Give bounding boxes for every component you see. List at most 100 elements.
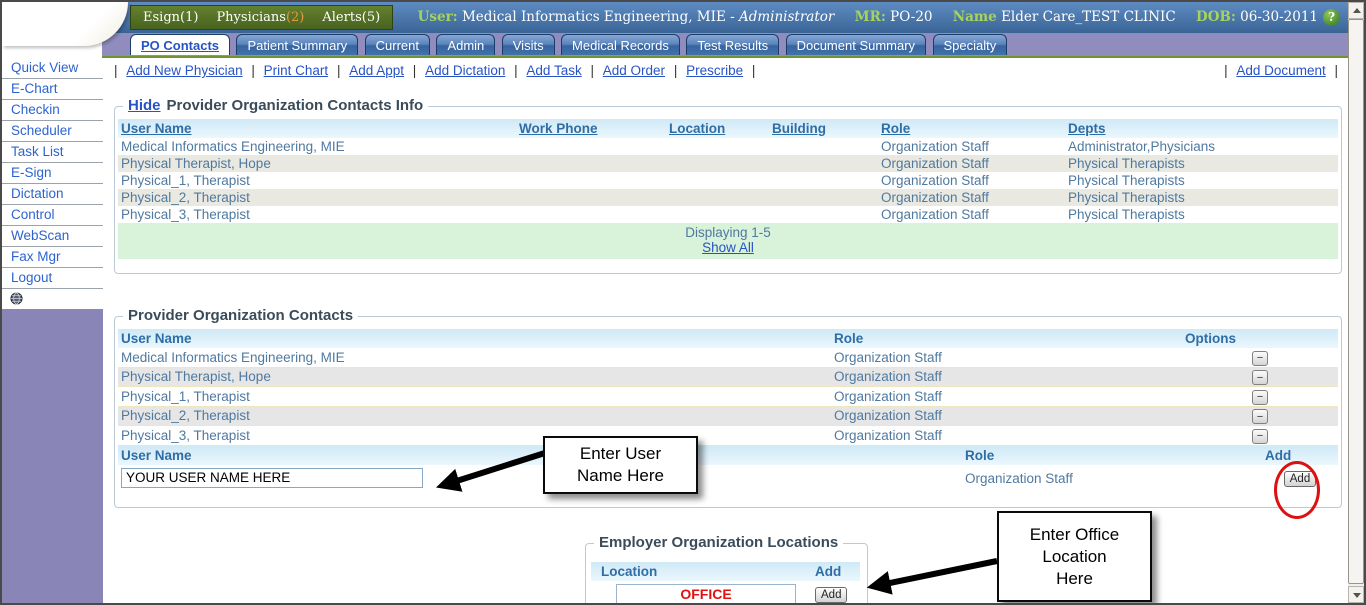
sidebar-item-logout[interactable]: Logout [2, 268, 103, 289]
vertical-scrollbar[interactable] [1348, 2, 1364, 603]
add-new-physician-link[interactable]: Add New Physician [126, 63, 243, 78]
user-value: Medical Informatics Engineering, MIE - [461, 9, 735, 25]
role-cell: Organization Staff [878, 189, 1065, 206]
callout-arrow [866, 558, 998, 595]
sidebar-item-e-chart[interactable]: E-Chart [2, 79, 103, 100]
alerts-badge[interactable]: Alerts(5) [322, 10, 381, 25]
contacts-editor-panel: Provider Organization Contacts User Name… [114, 307, 1342, 508]
globe-icon[interactable] [2, 289, 103, 309]
scrollbar-thumb[interactable] [1348, 19, 1364, 584]
paging-footer: Displaying 1-5 Show All [118, 223, 1338, 259]
callout-line: Name Here [577, 466, 664, 485]
separator: | [336, 63, 341, 78]
office-location-input[interactable] [616, 584, 796, 603]
col-work-phone[interactable]: Work Phone [516, 119, 666, 138]
remove-contact-button[interactable]: − [1252, 389, 1268, 405]
show-all-link[interactable]: Show All [702, 240, 754, 255]
col-role: Role [962, 445, 1262, 465]
contacts-info-table: User Name Work Phone Location Building R… [118, 119, 1338, 223]
contacts-editor-table: User Name Role Options Medical Informati… [118, 329, 1338, 446]
table-row: Physical Therapist, Hope Organization St… [118, 367, 1338, 387]
employer-locations-table: Location Add Add [591, 562, 860, 603]
tab-medical-records[interactable]: Medical Records [561, 34, 680, 55]
tab-specialty[interactable]: Specialty [932, 34, 1008, 55]
form-row: Add [591, 581, 860, 603]
add-document-link[interactable]: Add Document [1236, 63, 1326, 78]
app-logo [2, 2, 128, 46]
col-building[interactable]: Building [769, 119, 878, 138]
table-row: Medical Informatics Engineering, MIE Org… [118, 138, 1338, 155]
employer-locations-legend: Employer Organization Locations [594, 534, 844, 551]
hide-link[interactable]: Hide [128, 97, 161, 114]
work-phone-cell [516, 206, 666, 223]
col-add: Add [1262, 445, 1338, 465]
role-cell: Organization Staff [831, 425, 1182, 446]
work-phone-cell [516, 155, 666, 172]
add-location-button[interactable]: Add [815, 587, 848, 603]
sidebar-item-e-sign[interactable]: E-Sign [2, 163, 103, 184]
remove-contact-button[interactable]: − [1252, 370, 1268, 385]
dob-value: 06-30-2011 [1240, 9, 1318, 25]
name-value: Elder Care_TEST CLINIC [1001, 9, 1176, 25]
user-name-cell: Physical_2, Therapist [118, 189, 516, 206]
employer-locations-title: Employer Organization Locations [599, 534, 839, 551]
callout-line: Enter Office [1029, 524, 1120, 544]
remove-contact-button[interactable]: − [1252, 350, 1268, 366]
physicians-badge[interactable]: Physicians(2) [216, 10, 305, 25]
employer-locations-panel: Employer Organization Locations Location… [585, 534, 868, 603]
sidebar-item-task-list[interactable]: Task List [2, 142, 103, 163]
col-user-name[interactable]: User Name [118, 119, 516, 138]
add-contact-form: User Name Role Add Organization Staff Ad… [118, 445, 1338, 492]
add-dictation-link[interactable]: Add Dictation [425, 63, 506, 78]
depts-cell: Physical Therapists [1068, 207, 1185, 222]
table-row: Physical_3, Therapist Organization Staff… [118, 206, 1338, 223]
tab-patient-summary[interactable]: Patient Summary [236, 34, 359, 55]
role-cell: Organization Staff [881, 173, 989, 188]
tab-bar: PO Contacts Patient Summary Current Admi… [2, 33, 1364, 56]
tab-admin[interactable]: Admin [436, 34, 496, 55]
separator: | [114, 63, 118, 78]
sidebar-item-checkin[interactable]: Checkin [2, 100, 103, 121]
add-order-link[interactable]: Add Order [602, 63, 666, 78]
contacts-editor-title: Provider Organization Contacts [128, 307, 354, 324]
dob-label: DOB: [1195, 9, 1236, 25]
alerts-count: (5) [361, 10, 381, 25]
remove-contact-button[interactable]: − [1252, 409, 1268, 424]
tab-current[interactable]: Current [364, 34, 430, 55]
scroll-down-button[interactable] [1348, 586, 1364, 603]
table-row: Physical_1, Therapist Organization Staff… [118, 386, 1338, 407]
tab-visits[interactable]: Visits [501, 34, 555, 55]
user-name-input[interactable] [121, 467, 423, 488]
sidebar-item-scheduler[interactable]: Scheduler [2, 121, 103, 142]
tab-test-results[interactable]: Test Results [686, 34, 780, 55]
callout-line: Enter User [579, 444, 662, 463]
depts-cell: Physical Therapists [1068, 173, 1185, 188]
sidebar-item-control[interactable]: Control [2, 205, 103, 226]
building-cell [769, 138, 878, 155]
print-chart-link[interactable]: Print Chart [263, 63, 329, 78]
col-location[interactable]: Location [666, 119, 769, 138]
prescribe-link[interactable]: Prescribe [686, 63, 744, 78]
tab-po-contacts[interactable]: PO Contacts [130, 34, 231, 55]
remove-contact-button[interactable]: − [1252, 428, 1268, 444]
sidebar-item-webscan[interactable]: WebScan [2, 226, 103, 247]
col-options: Options [1182, 329, 1338, 348]
sidebar-item-dictation[interactable]: Dictation [2, 184, 103, 205]
col-depts[interactable]: Depts [1065, 119, 1338, 138]
sidebar-item-fax-mgr[interactable]: Fax Mgr [2, 247, 103, 268]
sidebar-item-quick-view[interactable]: Quick View [2, 58, 103, 79]
esign-badge[interactable]: Esign(1) [143, 10, 199, 25]
add-appt-link[interactable]: Add Appt [349, 63, 405, 78]
help-icon[interactable]: ? [1323, 9, 1340, 26]
tab-document-summary[interactable]: Document Summary [785, 34, 927, 55]
add-task-link[interactable]: Add Task [526, 63, 582, 78]
separator: | [751, 63, 756, 78]
role-cell: Organization Staff [881, 207, 989, 222]
table-row: Physical_2, Therapist Organization Staff… [118, 189, 1338, 206]
separator: | [590, 63, 594, 78]
user-label: User: [417, 9, 458, 25]
col-role[interactable]: Role [878, 119, 1065, 138]
building-cell [769, 189, 878, 206]
scroll-up-button[interactable] [1348, 2, 1364, 19]
location-cell [666, 206, 769, 223]
